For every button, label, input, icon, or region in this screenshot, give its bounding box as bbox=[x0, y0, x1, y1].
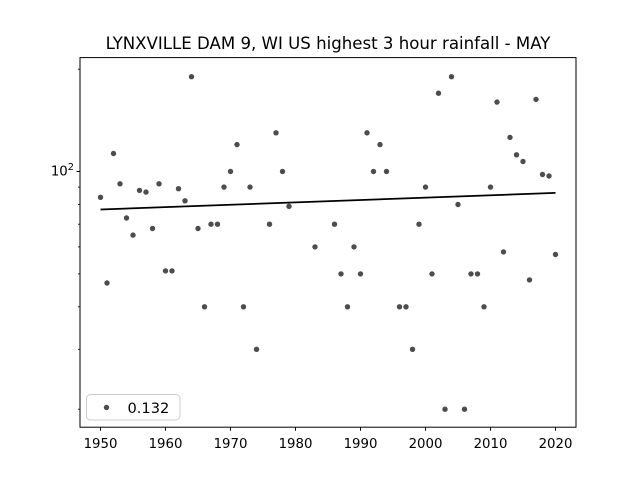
data-point bbox=[481, 304, 487, 310]
data-point bbox=[435, 90, 442, 96]
chart-title: LYNXVILLE DAM 9, WI US highest 3 hour ra… bbox=[106, 34, 552, 53]
data-point bbox=[110, 150, 117, 157]
trend-line bbox=[100, 192, 556, 211]
data-point bbox=[149, 225, 156, 232]
x-tick-label: 2020 bbox=[539, 437, 573, 452]
data-point bbox=[487, 184, 494, 190]
data-point bbox=[286, 203, 292, 209]
data-point bbox=[409, 346, 416, 352]
data-point bbox=[188, 74, 195, 80]
data-point bbox=[539, 171, 546, 178]
data-point bbox=[533, 96, 539, 103]
data-point bbox=[162, 268, 169, 274]
data-point bbox=[175, 186, 182, 192]
data-point bbox=[357, 271, 364, 277]
data-point bbox=[338, 271, 344, 277]
data-point bbox=[247, 184, 253, 190]
legend-box bbox=[86, 394, 181, 421]
data-point bbox=[455, 201, 461, 208]
data-point bbox=[97, 194, 104, 200]
data-point bbox=[422, 184, 429, 190]
data-point bbox=[364, 130, 370, 136]
data-point bbox=[312, 244, 318, 250]
data-point bbox=[403, 304, 409, 310]
data-point bbox=[448, 74, 455, 80]
data-point bbox=[169, 268, 175, 274]
data-point bbox=[201, 304, 208, 310]
data-point bbox=[383, 168, 390, 175]
data-point bbox=[273, 130, 279, 136]
data-point bbox=[331, 221, 338, 227]
x-tick-label: 2010 bbox=[474, 437, 508, 452]
data-point bbox=[513, 152, 520, 158]
data-point bbox=[500, 249, 507, 255]
x-tick-label: 1960 bbox=[149, 437, 183, 452]
plot-area: 1950 1960 1970 1980 1990 2000 2010 2020 bbox=[76, 57, 577, 452]
data-point bbox=[552, 251, 559, 258]
plot-frame bbox=[79, 57, 577, 428]
data-point bbox=[104, 280, 110, 286]
data-point bbox=[136, 187, 143, 194]
data-point bbox=[474, 271, 481, 277]
data-point bbox=[279, 168, 286, 175]
legend-label: 0.132 bbox=[128, 400, 170, 417]
x-tick-label: 2000 bbox=[409, 437, 443, 452]
data-point bbox=[253, 346, 260, 352]
data-point bbox=[240, 304, 247, 310]
data-point bbox=[130, 232, 136, 238]
data-point bbox=[208, 221, 214, 227]
x-tick-label: 1950 bbox=[84, 437, 118, 452]
data-point bbox=[520, 158, 526, 165]
data-point bbox=[344, 304, 351, 310]
data-point bbox=[507, 134, 513, 141]
data-point bbox=[377, 141, 383, 148]
data-point bbox=[221, 184, 227, 190]
data-point bbox=[123, 215, 130, 221]
data-point bbox=[396, 304, 403, 310]
data-point bbox=[214, 221, 221, 227]
data-point bbox=[117, 181, 123, 187]
data-point bbox=[143, 189, 149, 195]
legend-marker-icon bbox=[103, 404, 110, 411]
x-tick-label: 1970 bbox=[214, 437, 248, 452]
y-axis-major-tick-label: 102 bbox=[51, 162, 74, 180]
data-point bbox=[182, 198, 188, 204]
data-point bbox=[442, 406, 448, 412]
x-tick-label: 1990 bbox=[344, 437, 378, 452]
data-point bbox=[234, 141, 240, 148]
x-tick-label: 1980 bbox=[279, 437, 313, 452]
data-point bbox=[494, 99, 500, 105]
data-point bbox=[266, 221, 273, 227]
data-point bbox=[156, 181, 162, 187]
data-point bbox=[351, 244, 357, 250]
data-point bbox=[526, 277, 533, 283]
legend: 0.132 bbox=[86, 394, 181, 421]
data-point bbox=[370, 168, 377, 175]
data-point bbox=[546, 173, 552, 179]
data-point bbox=[416, 221, 422, 227]
data-point bbox=[461, 406, 468, 412]
y-tick-exponent: 2 bbox=[68, 162, 74, 173]
data-point bbox=[227, 168, 234, 175]
data-point bbox=[195, 225, 201, 232]
data-point bbox=[468, 271, 474, 277]
y-tick-base: 10 bbox=[51, 165, 68, 180]
data-point bbox=[429, 271, 435, 277]
